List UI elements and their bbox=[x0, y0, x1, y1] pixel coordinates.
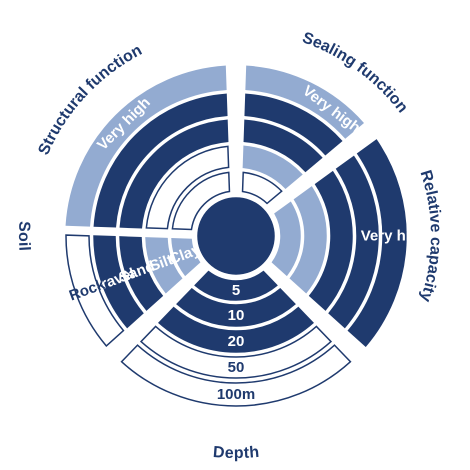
soil-label-2: Silt bbox=[147, 251, 175, 275]
sealing-band-2 bbox=[242, 145, 303, 189]
depth-band-3 bbox=[158, 306, 314, 353]
depth-label-2: 10 bbox=[228, 307, 245, 324]
sealing-band-1 bbox=[241, 171, 283, 205]
structural-band-4 bbox=[93, 93, 228, 228]
sealing-band-3 bbox=[243, 119, 323, 173]
soil-band-4 bbox=[93, 235, 144, 329]
depth-label-1: 5 bbox=[232, 282, 240, 299]
center-disc bbox=[197, 197, 275, 275]
capacity-label-5: Very high bbox=[361, 228, 429, 245]
capacity-band-2 bbox=[289, 186, 327, 294]
structural-band-5 bbox=[65, 65, 227, 227]
diagram-segments bbox=[65, 65, 407, 407]
depth-label-4: 50 bbox=[228, 359, 245, 376]
depth-label-3: 20 bbox=[228, 333, 245, 350]
depth-band-4 bbox=[139, 325, 333, 379]
structural-band-3 bbox=[119, 119, 229, 229]
soil-band-5 bbox=[65, 234, 125, 348]
depth-band-2 bbox=[176, 287, 296, 327]
structural-band-2 bbox=[145, 145, 230, 230]
sealing-band-5 bbox=[245, 65, 365, 139]
depth-band-5 bbox=[120, 344, 352, 407]
depth-band-1 bbox=[194, 270, 278, 301]
structural-band-1 bbox=[171, 171, 231, 231]
depth-title: Depth bbox=[212, 444, 260, 462]
capacity-band-1 bbox=[271, 201, 301, 277]
sealing-band-4 bbox=[244, 93, 343, 156]
soil-band-2 bbox=[145, 237, 183, 294]
depth-label-5: 100m bbox=[217, 386, 255, 403]
capacity-band-5 bbox=[347, 139, 407, 348]
structural-title: Structural function bbox=[35, 42, 145, 158]
soil-title: Soil bbox=[15, 221, 33, 252]
capacity-band-4 bbox=[328, 155, 379, 329]
soil-band-3 bbox=[119, 236, 164, 311]
capacity-band-3 bbox=[308, 170, 353, 311]
soil-band-1 bbox=[171, 237, 201, 277]
